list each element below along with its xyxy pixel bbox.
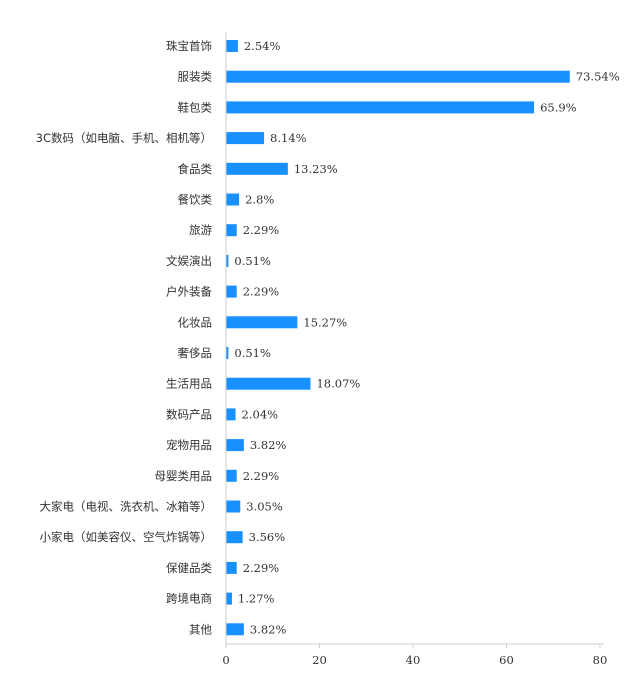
data-label: 73.54% — [576, 70, 620, 84]
bar — [226, 469, 237, 482]
data-label: 2.29% — [243, 561, 280, 575]
category-label: 奢侈品 — [178, 346, 213, 360]
category-label: 母婴类用品 — [155, 469, 213, 483]
bar — [226, 254, 229, 267]
bar — [226, 623, 244, 636]
category-label: 服装类 — [178, 70, 213, 84]
data-label: 3.05% — [246, 500, 283, 514]
bar — [226, 500, 241, 513]
category-label: 宠物用品 — [166, 438, 212, 452]
category-label: 大家电（电视、洗衣机、冰箱等） — [40, 500, 213, 514]
bar — [226, 592, 232, 605]
category-label: 3C数码（如电脑、手机、相机等） — [36, 131, 212, 145]
x-axis: 0 20 40 60 80 — [222, 32, 607, 667]
bar — [226, 193, 240, 206]
data-label: 3.82% — [250, 622, 287, 636]
category-label: 文娱演出 — [166, 254, 212, 268]
data-label: 3.82% — [250, 438, 287, 452]
labels-layer: 珠宝首饰 2.54% 服装类 73.54% 鞋包类 65.9% 3C数码（如电脑、手机、相机… — [36, 39, 620, 636]
data-label: 2.29% — [243, 469, 280, 483]
data-label: 65.9% — [540, 100, 577, 114]
bar — [226, 316, 298, 329]
data-label: 1.27% — [238, 592, 275, 606]
x-tick-label: 40 — [406, 653, 421, 667]
bar — [226, 285, 237, 298]
category-label: 其他 — [189, 622, 212, 636]
category-label: 鞋包类 — [178, 100, 213, 114]
category-label: 户外装备 — [166, 285, 212, 299]
bar — [226, 408, 236, 421]
data-label: 0.51% — [234, 254, 271, 268]
x-tick-label: 0 — [222, 653, 229, 667]
bar — [226, 531, 243, 544]
data-label: 2.54% — [244, 39, 281, 53]
bar — [226, 101, 535, 114]
bar — [226, 40, 238, 52]
category-label: 旅游 — [189, 223, 212, 237]
data-label: 0.51% — [234, 346, 271, 360]
data-label: 8.14% — [270, 131, 307, 145]
category-label: 生活用品 — [166, 377, 212, 391]
bar — [226, 439, 244, 452]
data-label: 2.04% — [242, 407, 279, 421]
category-label: 餐饮类 — [178, 193, 213, 207]
x-tick-label: 60 — [499, 653, 514, 667]
x-tick-label: 20 — [312, 653, 327, 667]
category-label: 小家电（如美容仪、空气炸锅等） — [40, 530, 213, 544]
category-label: 保健品类 — [166, 561, 212, 575]
data-label: 3.56% — [249, 530, 286, 544]
data-label: 15.27% — [303, 315, 347, 329]
bar — [226, 347, 229, 359]
bar — [226, 377, 311, 390]
data-label: 18.07% — [316, 377, 360, 391]
data-label: 2.29% — [243, 223, 280, 237]
category-label: 珠宝首饰 — [166, 39, 212, 53]
bar — [226, 132, 265, 145]
category-label: 跨境电商 — [166, 592, 212, 606]
bar — [226, 70, 570, 83]
data-label: 2.29% — [243, 285, 280, 299]
category-label: 食品类 — [178, 162, 213, 176]
bars-layer — [226, 40, 570, 636]
bar — [226, 224, 237, 237]
category-label: 化妆品 — [178, 315, 213, 329]
x-tick-label: 80 — [593, 653, 608, 667]
bar — [226, 162, 288, 175]
data-label: 2.8% — [245, 193, 274, 207]
bar — [226, 561, 237, 574]
category-label: 数码产品 — [166, 407, 212, 421]
data-label: 13.23% — [294, 162, 338, 176]
